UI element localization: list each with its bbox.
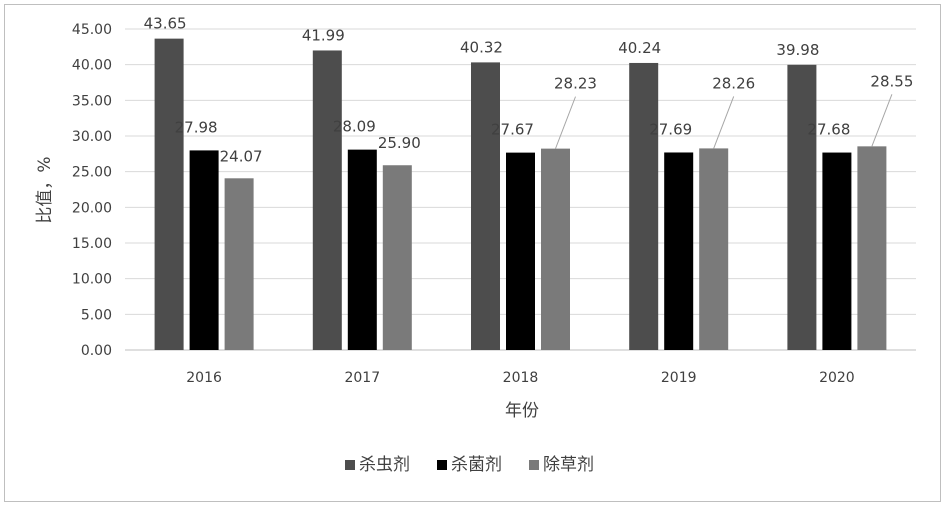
bar [699,148,729,350]
gridlines [125,28,916,351]
x-axis-ticks: 2016 2017 2018 2019 2020 [186,370,854,386]
bar [629,62,659,351]
bar [224,178,254,350]
data-label: 28.26 [712,74,755,92]
data-label: 43.65 [144,15,187,33]
x-tick-label: 2018 [503,370,539,386]
bars [154,38,887,351]
data-label: 40.24 [618,39,661,57]
y-axis-label: 比值，% [35,156,55,223]
y-tick-label: 40.00 [72,58,112,74]
data-label: 28.23 [554,75,597,93]
data-label: 27.68 [807,121,850,139]
bar [154,38,184,350]
x-tick-label: 2019 [661,370,697,386]
data-label: 27.69 [649,120,692,138]
x-tick-label: 2017 [344,370,380,386]
data-label: 27.98 [175,118,218,136]
bar [347,149,377,350]
legend-swatch [529,460,539,470]
bar [506,152,535,350]
x-tick-label: 2016 [186,370,222,386]
y-tick-label: 10.00 [72,272,112,288]
bar [382,165,412,350]
label-leader-line [555,96,576,149]
data-label: 24.07 [220,147,263,165]
y-tick-label: 25.00 [72,165,112,181]
label-leader-line [871,94,893,147]
y-tick-label: 20.00 [72,200,112,216]
legend-label: 除草剂 [543,455,594,475]
y-tick-label: 15.00 [72,236,112,252]
bar [471,62,500,350]
bar [787,64,817,351]
bar [312,50,342,350]
legend-swatch [345,460,355,470]
y-axis-ticks: 0.00 5.00 10.00 15.00 20.00 25.00 30.00 35.00 40… [72,22,112,359]
bar [189,150,219,350]
y-tick-label: 5.00 [81,307,112,323]
data-label: 40.32 [460,38,503,56]
data-label: 41.99 [302,26,345,44]
legend-swatch [437,460,447,470]
data-label: 25.90 [378,134,421,152]
bar [857,146,887,350]
y-tick-label: 30.00 [72,129,112,145]
data-label: 39.98 [776,41,819,59]
y-tick-label: 35.00 [72,93,112,109]
x-tick-label: 2020 [819,370,855,386]
y-tick-label: 45.00 [72,22,112,38]
data-label: 28.55 [870,72,913,90]
legend: 杀虫剂 杀菌剂 除草剂 [345,455,594,475]
legend-label: 杀虫剂 [359,455,410,475]
bar [822,152,852,350]
bar [541,148,570,350]
data-label: 28.09 [333,118,376,136]
y-tick-label: 0.00 [81,343,112,359]
x-axis-label: 年份 [505,401,539,421]
data-label: 27.67 [491,121,534,139]
label-leader-line [713,96,735,149]
bar [664,152,694,350]
legend-label: 杀菌剂 [451,455,502,475]
